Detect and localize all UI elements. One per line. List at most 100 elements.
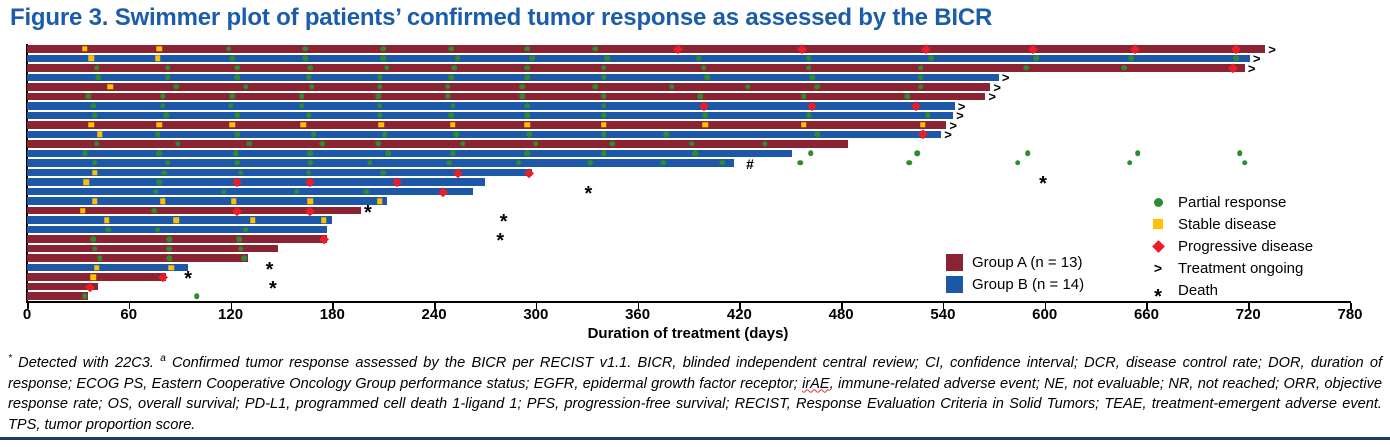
x-axis-tick-label: 420 (726, 306, 752, 323)
partial-response-marker (309, 84, 315, 90)
stable-disease-marker (801, 122, 807, 128)
swimmer-bar-group-b (27, 178, 485, 186)
swimmer-bar-group-b (27, 73, 999, 82)
partial-response-marker (533, 141, 539, 147)
stable-disease-marker (231, 198, 237, 204)
group-legend-label: Group B (n = 14) (972, 275, 1085, 293)
death-asterisk: * (1039, 173, 1047, 196)
marker-legend-label: Stable disease (1178, 215, 1277, 233)
x-axis-line (26, 301, 1351, 303)
x-axis-tick (1350, 303, 1352, 309)
stable-disease-marker (88, 122, 95, 128)
swimmer-bar-group-b (27, 111, 954, 120)
partial-response-marker (159, 93, 166, 100)
footnote-a-sup: a (160, 353, 166, 364)
swimmer-bar-group-a (27, 83, 991, 91)
footnote-asterisk-sup: * (8, 353, 12, 364)
partial-response-marker (92, 160, 98, 166)
swimmer-bar-group-b (27, 54, 1250, 63)
post-treatment-partial-response-marker (906, 160, 912, 166)
x-axis-tick-label: 120 (218, 306, 244, 323)
partial-response-marker (383, 65, 390, 71)
stable-disease-marker (919, 122, 926, 128)
partial-response-marker (449, 150, 456, 157)
x-axis-tick-label: 360 (625, 306, 651, 323)
partial-response-marker (600, 131, 607, 138)
partial-response-marker (81, 293, 88, 299)
partial-response-marker (307, 160, 313, 166)
diamond-icon (1148, 239, 1168, 253)
swimmer-bar-group-b (27, 149, 792, 158)
partial-response-marker (453, 131, 459, 138)
partial-response-marker (600, 112, 607, 119)
bottom-border-rule (0, 437, 1390, 440)
partial-response-marker (448, 112, 454, 119)
x-axis-tick (434, 303, 436, 309)
partial-response-marker (1233, 55, 1240, 62)
partial-response-marker (234, 131, 241, 138)
stable-disease-marker (173, 217, 179, 223)
group-legend-item: Group A (n = 13) (946, 252, 1083, 272)
partial-response-marker (237, 169, 244, 176)
post-treatment-partial-response-marker (914, 150, 921, 157)
swimmer-bar-group-b (27, 197, 387, 205)
marker-legend-label: Treatment ongoing (1178, 259, 1304, 277)
partial-response-marker (377, 103, 383, 109)
swimmer-bar-group-a (27, 121, 947, 129)
partial-response-marker (234, 112, 241, 119)
partial-response-marker (154, 226, 161, 233)
partial-response-marker (524, 74, 531, 81)
x-axis-tick-label: 600 (1032, 306, 1058, 323)
partial-response-marker (366, 160, 373, 166)
x-axis-tick (128, 303, 131, 309)
x-axis-tick (535, 303, 538, 309)
stable-disease-marker (229, 122, 235, 128)
partial-response-marker (1128, 55, 1134, 62)
death-asterisk: * (265, 258, 274, 281)
post-treatment-partial-response-marker (1126, 160, 1133, 166)
partial-response-marker (310, 131, 317, 138)
partial-response-marker (90, 103, 96, 109)
partial-response-marker (814, 84, 821, 90)
swimmer-bar-group-a (27, 206, 362, 215)
stable-disease-marker (92, 169, 98, 176)
stable-disease-marker (93, 264, 100, 271)
partial-response-marker (377, 74, 383, 81)
partial-response-marker (154, 131, 161, 138)
partial-response-marker (702, 112, 709, 119)
post-treatment-partial-response-marker (807, 150, 814, 157)
swimmer-plot-area: > > > > > > > > > > # * * * * * * * * (27, 43, 1350, 301)
partial-response-marker (166, 236, 173, 242)
death-asterisk: * (584, 182, 593, 205)
partial-response-marker (153, 188, 159, 195)
partial-response-marker (165, 160, 171, 166)
partial-response-marker (377, 84, 383, 90)
swimmer-bar-group-b (27, 168, 533, 177)
x-axis-tick-label: 780 (1337, 306, 1363, 323)
stable-disease-marker (92, 198, 98, 204)
partial-response-marker (600, 150, 607, 157)
x-axis-tick (332, 303, 334, 309)
partial-response-marker (1121, 65, 1128, 71)
post-treatment-partial-response-marker (193, 293, 200, 299)
partial-response-marker (762, 141, 768, 147)
stable-disease-marker (321, 217, 327, 223)
partial-response-marker (293, 188, 300, 195)
x-axis-tick-label: 720 (1235, 306, 1261, 323)
group-legend-label: Group A (n = 13) (972, 253, 1083, 271)
death-asterisk: * (364, 201, 372, 224)
partial-response-marker (305, 112, 312, 119)
swimmer-bar-group-a (27, 235, 328, 243)
partial-response-marker (93, 65, 100, 71)
swimmer-bar-group-b (27, 216, 333, 224)
stable-disease-marker (156, 46, 163, 52)
swimmer-bar-group-b (27, 102, 955, 110)
partial-response-marker (90, 236, 96, 242)
swimmer-bar-group-a (27, 64, 1245, 72)
partial-response-marker (924, 112, 931, 119)
partial-response-marker (587, 160, 593, 166)
x-axis-tick (739, 303, 741, 309)
partial-response-marker (234, 74, 241, 81)
partial-response-marker (85, 93, 91, 100)
partial-response-marker (524, 65, 531, 71)
